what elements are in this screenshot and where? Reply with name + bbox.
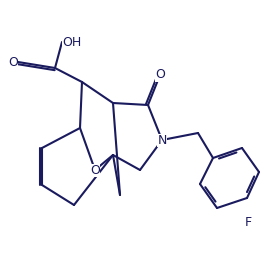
Text: OH: OH: [62, 36, 81, 49]
Text: O: O: [155, 69, 165, 82]
Text: O: O: [8, 56, 18, 69]
Text: F: F: [244, 215, 252, 229]
Text: O: O: [90, 164, 100, 177]
Text: N: N: [157, 134, 167, 147]
